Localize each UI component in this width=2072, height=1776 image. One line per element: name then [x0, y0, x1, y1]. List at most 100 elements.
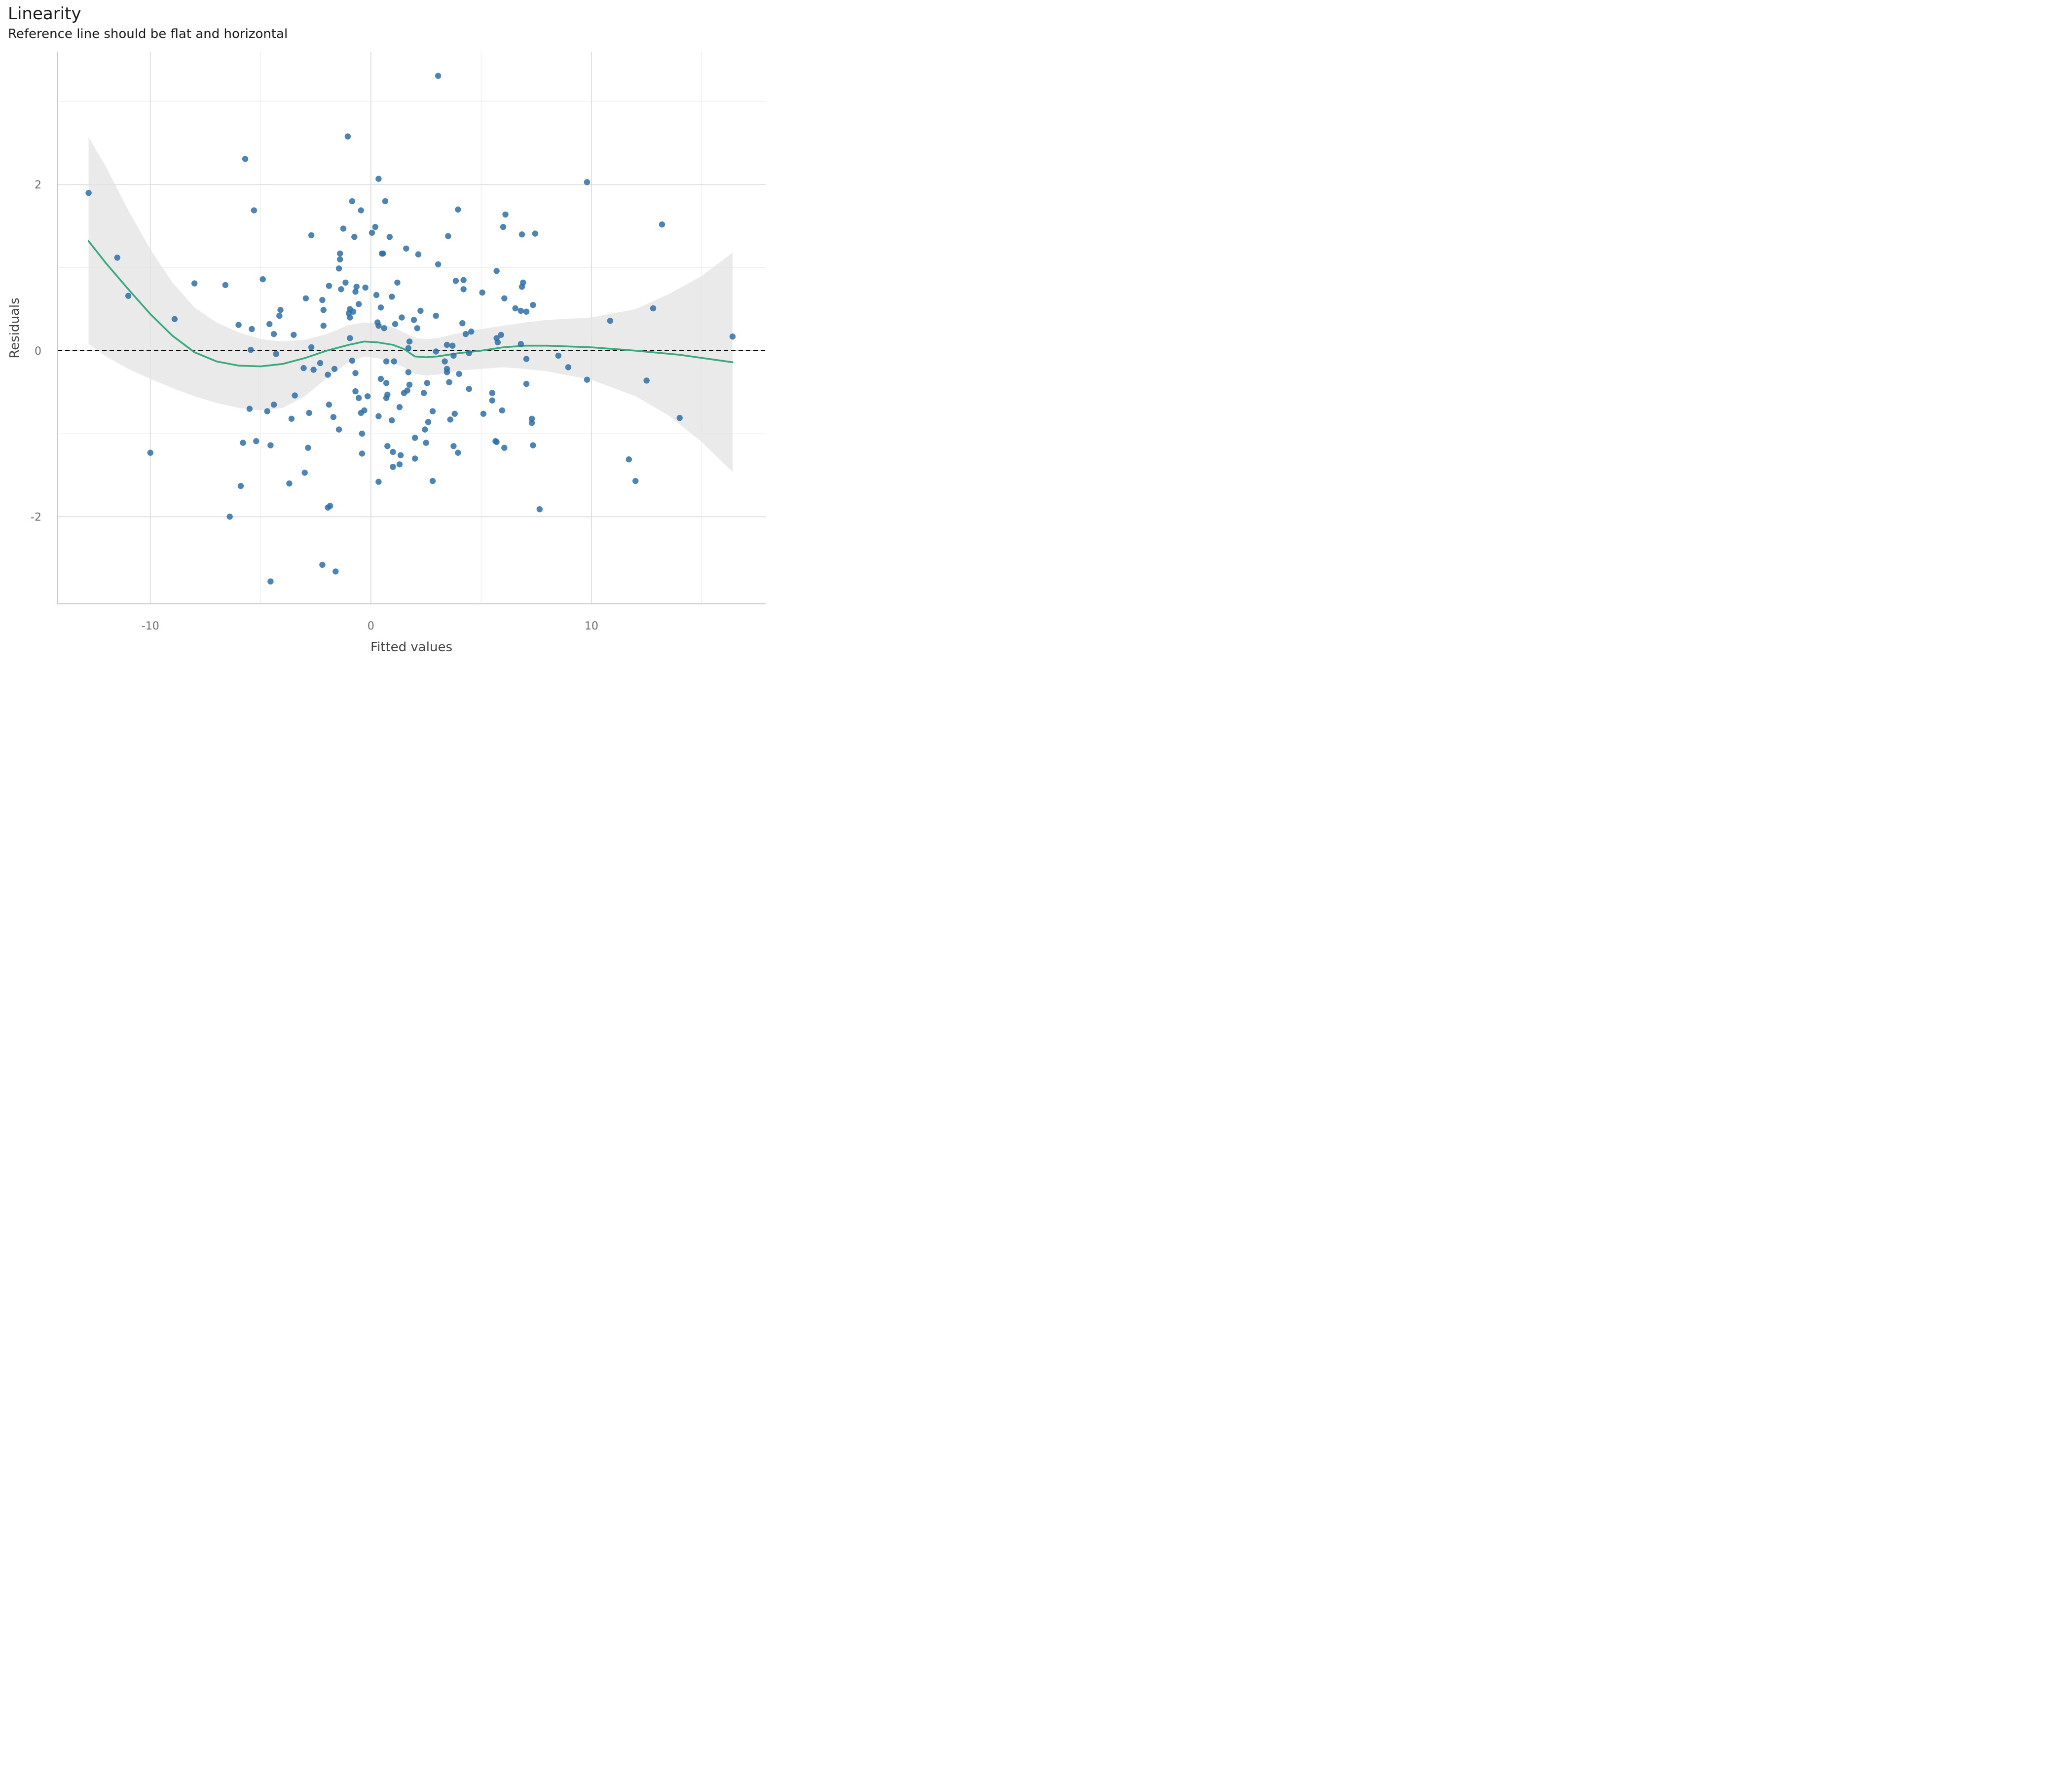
residual-point — [320, 323, 327, 329]
residual-point — [410, 317, 417, 323]
residual-point — [584, 179, 591, 185]
residual-point — [415, 251, 422, 258]
residual-point — [359, 430, 366, 437]
residual-point — [435, 261, 442, 267]
residual-point — [466, 350, 472, 356]
residual-point — [424, 380, 430, 386]
residual-point — [362, 284, 369, 291]
residual-point — [344, 133, 351, 140]
residual-point — [270, 331, 277, 337]
residual-point — [502, 211, 509, 218]
residual-point — [300, 365, 307, 371]
residual-point — [340, 225, 347, 232]
residual-point — [267, 442, 274, 448]
residual-point — [382, 198, 389, 205]
residual-point — [349, 198, 355, 205]
residual-point — [373, 292, 380, 298]
residual-point — [266, 321, 273, 328]
residual-point — [306, 409, 312, 416]
residual-point — [381, 325, 387, 332]
residual-point — [276, 312, 283, 319]
residual-point — [460, 277, 467, 283]
residual-point — [493, 268, 500, 274]
residual-point — [248, 346, 254, 353]
residual-point — [405, 345, 411, 351]
residual-point — [451, 410, 458, 417]
residual-point — [456, 370, 462, 377]
residual-point — [384, 443, 391, 449]
residual-point — [342, 279, 349, 286]
residual-point — [523, 356, 530, 362]
residual-point — [273, 351, 279, 357]
residual-point — [626, 456, 632, 463]
residual-point — [518, 231, 525, 238]
residual-point — [444, 369, 450, 375]
residual-point — [565, 364, 572, 370]
chart-title: Linearity — [8, 4, 81, 24]
residual-point — [375, 479, 382, 485]
residual-point — [489, 390, 495, 396]
residual-point — [380, 250, 386, 257]
smooth-fit-line — [87, 240, 734, 368]
residual-point — [445, 233, 451, 239]
residual-point — [429, 408, 436, 414]
residual-point — [246, 406, 253, 412]
residual-point — [383, 358, 390, 365]
y-axis-title: Residuals — [7, 297, 22, 358]
residual-point — [489, 397, 495, 404]
residual-point — [455, 449, 461, 456]
residual-point — [171, 316, 178, 322]
residual-point — [85, 189, 92, 196]
residual-point — [455, 206, 461, 213]
residual-point — [235, 322, 242, 328]
residual-point — [479, 289, 485, 296]
residual-point — [442, 358, 448, 365]
residual-point — [493, 439, 500, 445]
residual-point — [114, 255, 120, 261]
residual-point — [264, 408, 270, 414]
residual-point — [394, 279, 401, 286]
residual-point — [632, 478, 639, 484]
x-tick-labels: -10 0 10 — [142, 620, 598, 632]
residual-point — [251, 207, 258, 214]
residual-point — [520, 279, 526, 286]
residual-point — [392, 321, 399, 328]
residual-point — [350, 308, 357, 315]
residual-point — [375, 176, 382, 182]
residual-point — [249, 326, 255, 333]
residual-point — [607, 318, 614, 324]
residual-point — [356, 301, 362, 307]
residual-point — [375, 323, 382, 329]
residual-point — [259, 276, 266, 283]
residual-point — [403, 245, 409, 252]
residual-point — [412, 455, 418, 462]
residual-point — [356, 395, 362, 401]
residual-point — [406, 381, 413, 388]
residual-point — [361, 407, 368, 414]
residual-point — [462, 331, 469, 337]
residual-point — [305, 444, 311, 451]
residual-point — [433, 312, 439, 319]
residual-point — [352, 370, 359, 376]
x-tick-label: -10 — [142, 620, 159, 632]
residual-point — [480, 410, 486, 417]
residual-point — [447, 416, 453, 423]
residual-point — [406, 338, 413, 345]
residual-point — [352, 388, 359, 395]
residual-point — [253, 438, 259, 444]
residual-point — [302, 295, 309, 301]
residual-point — [353, 284, 360, 290]
residual-point — [310, 367, 317, 373]
residual-point — [498, 332, 504, 338]
residual-point — [532, 230, 539, 237]
residual-point — [125, 293, 132, 299]
residual-point — [364, 393, 371, 400]
residual-point — [359, 450, 366, 457]
axis-lines — [57, 52, 766, 604]
residual-point — [147, 449, 153, 456]
residual-point — [352, 289, 359, 295]
residual-point — [267, 578, 274, 585]
residual-point — [377, 375, 384, 382]
residual-point — [425, 419, 432, 425]
residual-point — [317, 360, 324, 367]
